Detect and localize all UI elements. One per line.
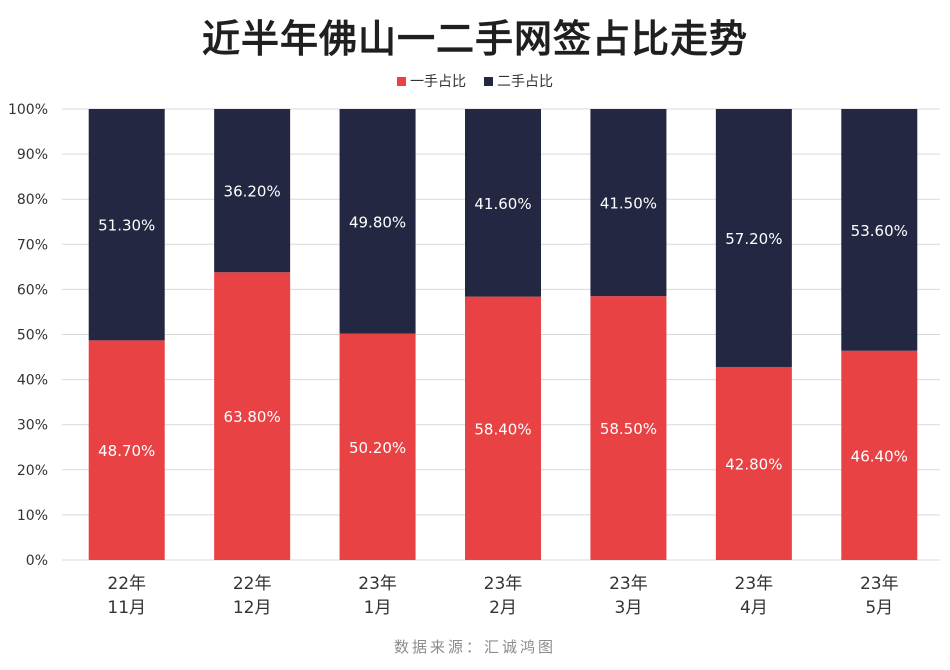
bar-first-hand — [841, 350, 918, 560]
bar-first-hand — [339, 333, 416, 560]
data-label-first-hand: 42.80% — [725, 455, 782, 473]
bar-second-hand — [214, 109, 291, 273]
bar-second-hand — [841, 109, 918, 351]
source-note: 数据来源：汇诚鸿图 — [393, 638, 556, 656]
bar-first-hand — [88, 340, 165, 560]
data-label-second-hand: 57.20% — [725, 230, 782, 248]
x-tick-label-month: 4月 — [740, 598, 768, 618]
data-label-second-hand: 36.20% — [224, 183, 281, 201]
y-tick-label: 40% — [17, 373, 48, 389]
bar-second-hand — [590, 109, 667, 297]
y-tick-label: 10% — [17, 508, 48, 524]
y-tick-label: 20% — [17, 463, 48, 479]
y-tick-label: 50% — [17, 328, 48, 344]
x-tick-label-month: 5月 — [865, 598, 893, 618]
bar-first-hand — [590, 296, 667, 560]
data-label-first-hand: 58.40% — [474, 420, 531, 438]
bar-first-hand — [465, 296, 541, 560]
data-label-second-hand: 41.50% — [600, 195, 657, 213]
x-tick-label-month: 11月 — [107, 598, 146, 618]
x-tick-label-year: 23年 — [358, 574, 397, 594]
bar-second-hand — [88, 109, 165, 341]
data-label-first-hand: 48.70% — [98, 442, 155, 460]
data-label-second-hand: 51.30% — [98, 217, 155, 235]
x-tick-label-month: 1月 — [364, 598, 392, 618]
y-tick-label: 100% — [8, 102, 48, 118]
bar-first-hand — [715, 366, 792, 560]
x-tick-label-year: 23年 — [484, 574, 523, 594]
x-tick-label-month: 3月 — [615, 598, 643, 618]
x-tick-label-year: 23年 — [609, 574, 648, 594]
y-tick-label: 90% — [17, 147, 48, 163]
data-label-first-hand: 58.50% — [600, 420, 657, 438]
legend-item-first-hand: 一手占比 — [397, 71, 466, 91]
legend: 一手占比 二手占比 — [0, 71, 950, 91]
x-tick-label-year: 22年 — [233, 574, 272, 594]
legend-label-first-hand: 一手占比 — [410, 74, 466, 90]
y-tick-label: 60% — [17, 282, 48, 298]
data-label-first-hand: 63.80% — [224, 408, 281, 426]
x-tick-label-year: 23年 — [735, 574, 774, 594]
data-label-second-hand: 53.60% — [851, 222, 908, 240]
y-tick-label: 80% — [17, 192, 48, 208]
x-tick-label-year: 23年 — [860, 574, 899, 594]
bar-second-hand — [465, 109, 541, 297]
chart-title: 近半年佛山一二手网签占比走势 — [201, 17, 748, 61]
legend-item-second-hand: 二手占比 — [484, 71, 553, 91]
data-label-first-hand: 46.40% — [851, 447, 908, 465]
x-tick-label-month: 12月 — [233, 598, 272, 618]
y-tick-label: 70% — [17, 237, 48, 253]
y-tick-label: 30% — [17, 418, 48, 434]
legend-swatch-second-hand — [484, 76, 493, 86]
bar-second-hand — [339, 109, 416, 334]
legend-label-second-hand: 二手占比 — [497, 74, 553, 90]
legend-swatch-first-hand — [397, 76, 406, 86]
bar-second-hand — [715, 109, 792, 367]
x-tick-label-year: 22年 — [107, 574, 146, 594]
x-tick-label-month: 2月 — [489, 598, 517, 618]
y-tick-label: 0% — [26, 553, 48, 569]
data-label-second-hand: 41.60% — [474, 195, 531, 213]
data-label-first-hand: 50.20% — [349, 439, 406, 457]
data-label-second-hand: 49.80% — [349, 213, 406, 231]
bar-first-hand — [214, 272, 291, 560]
